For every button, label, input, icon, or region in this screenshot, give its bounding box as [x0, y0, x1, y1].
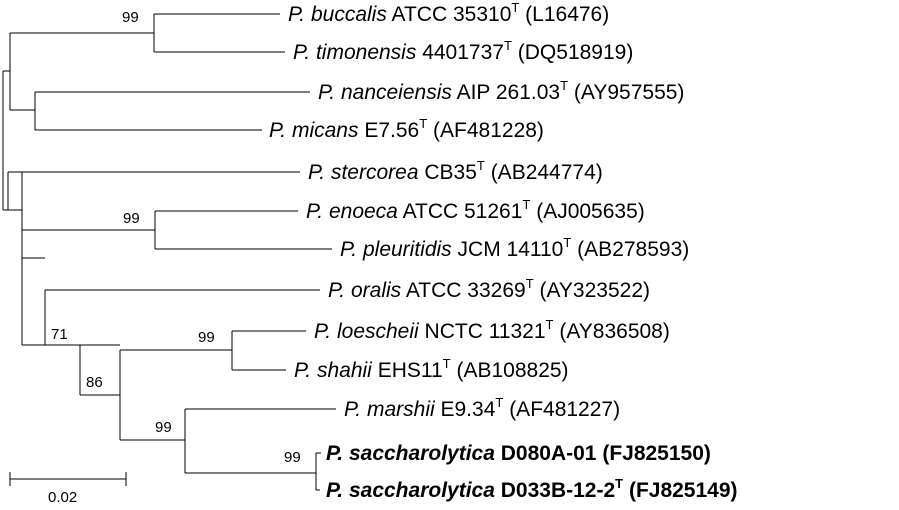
species-name: P. stercorea	[308, 161, 419, 184]
accession-number: (L16476)	[525, 3, 609, 26]
accession-number: (AF481227)	[509, 398, 620, 421]
type-strain-mark: T	[615, 476, 623, 491]
type-strain-mark: T	[526, 276, 534, 291]
species-name: P. micans	[269, 119, 359, 142]
taxon-label-loescheii: P. loescheii NCTC 11321T (AY836508)	[314, 317, 670, 343]
species-name: P. shahii	[294, 359, 373, 382]
accession-number: (AJ005635)	[536, 200, 645, 223]
taxon-label-enoeca: P. enoeca ATCC 51261T (AJ005635)	[306, 197, 645, 223]
strain-name: D033B-12-2	[501, 479, 615, 502]
strain-name: AIP 261.03	[457, 81, 561, 104]
bootstrap-node-86: 86	[86, 374, 103, 391]
taxon-label-saccharolytica-d080a: P. saccharolytica D080A-01 (FJ825150)	[326, 442, 711, 465]
strain-name: CB35	[424, 161, 477, 184]
type-strain-mark: T	[546, 317, 554, 332]
bootstrap-buccalis-timonensis: 99	[122, 9, 139, 26]
strain-name: EHS11	[378, 359, 443, 382]
accession-number: (AF481228)	[433, 119, 544, 142]
taxon-label-oralis: P. oralis ATCC 33269T (AY323522)	[328, 276, 650, 302]
bootstrap-saccharolytica-pair: 99	[284, 449, 301, 466]
accession-number: (AB244774)	[491, 161, 603, 184]
accession-number: (DQ518919)	[518, 41, 634, 64]
species-name: P. enoeca	[306, 200, 398, 223]
species-name: P. saccharolytica	[326, 479, 495, 502]
strain-name: ATCC 33269	[406, 279, 526, 302]
strain-name: NCTC 11321	[425, 320, 546, 343]
taxon-label-nanceiensis: P. nanceiensis AIP 261.03T (AY957555)	[318, 78, 684, 104]
species-name: P. buccalis	[288, 3, 387, 26]
scale-bar: 0.02	[9, 472, 127, 506]
taxon-label-shahii: P. shahii EHS11T (AB108825)	[294, 356, 569, 382]
type-strain-mark: T	[419, 116, 427, 131]
accession-number: (FJ825150)	[602, 442, 711, 465]
taxon-label-stercorea: P. stercorea CB35T (AB244774)	[308, 158, 603, 184]
accession-number: (AB108825)	[456, 359, 568, 382]
strain-name: D080A-01	[501, 442, 597, 465]
type-strain-mark: T	[504, 38, 512, 53]
species-name: P. marshii	[344, 398, 436, 421]
type-strain-mark: T	[477, 158, 485, 173]
species-name: P. oralis	[328, 279, 402, 302]
species-name: P. loescheii	[314, 320, 420, 343]
bootstrap-values: 99 99 71 86 99 99 99	[51, 9, 301, 466]
type-strain-mark: T	[563, 235, 571, 250]
species-name: P. saccharolytica	[326, 442, 495, 465]
strain-name: ATCC 51261	[403, 200, 523, 223]
accession-number: (AY323522)	[539, 279, 650, 302]
taxon-label-buccalis: P. buccalis ATCC 35310T (L16476)	[288, 0, 609, 26]
taxon-label-marshii: P. marshii E9.34T (AF481227)	[344, 395, 620, 421]
bootstrap-enoeca-pleuritidis: 99	[123, 210, 140, 227]
bootstrap-loescheii-shahii: 99	[198, 329, 215, 346]
strain-name: E7.56	[364, 119, 419, 142]
strain-name: ATCC 35310	[392, 3, 512, 26]
strain-name: 4401737	[422, 41, 504, 64]
strain-name: E9.34	[441, 398, 496, 421]
taxon-label-timonensis: P. timonensis 4401737T (DQ518919)	[293, 38, 633, 64]
taxon-label-pleuritidis: P. pleuritidis JCM 14110T (AB278593)	[340, 235, 689, 261]
accession-number: (AY836508)	[559, 320, 670, 343]
type-strain-mark: T	[560, 78, 568, 93]
scale-bar-label: 0.02	[48, 489, 77, 506]
strain-name: JCM 14110	[458, 238, 564, 261]
accession-number: (AY957555)	[574, 81, 685, 104]
type-strain-mark: T	[443, 356, 451, 371]
type-strain-mark: T	[511, 0, 519, 15]
species-name: P. nanceiensis	[318, 81, 452, 104]
bootstrap-marshii-saccharolytica: 99	[155, 419, 172, 436]
tree-branches	[2, 13, 336, 491]
type-strain-mark: T	[522, 197, 530, 212]
taxon-labels: P. buccalis ATCC 35310T (L16476) P. timo…	[269, 0, 738, 502]
species-name: P. pleuritidis	[340, 238, 452, 261]
type-strain-mark: T	[495, 395, 503, 410]
accession-number: (AB278593)	[577, 238, 689, 261]
taxon-label-saccharolytica-d033b: P. saccharolytica D033B-12-2T (FJ825149)	[326, 476, 738, 502]
taxon-label-micans: P. micans E7.56T (AF481228)	[269, 116, 544, 142]
species-name: P. timonensis	[293, 41, 417, 64]
bootstrap-node-71: 71	[51, 326, 68, 343]
accession-number: (FJ825149)	[629, 479, 738, 502]
